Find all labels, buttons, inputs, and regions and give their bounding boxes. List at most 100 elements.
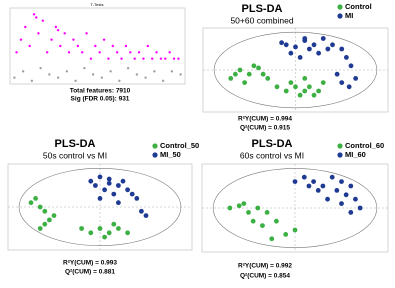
data-point [306, 46, 312, 52]
data-point [306, 84, 312, 90]
data-point [311, 42, 317, 48]
data-point [302, 88, 308, 94]
data-point [125, 187, 130, 193]
data-point [144, 76, 147, 79]
chart-title: PLS-DA [55, 138, 96, 150]
legend-marker [152, 143, 158, 149]
chart-title: PLS-DA [252, 138, 293, 150]
data-point [124, 44, 128, 48]
data-point [297, 55, 303, 60]
data-point [236, 203, 242, 209]
data-point [172, 57, 176, 60]
data-point [133, 57, 136, 60]
data-point [94, 44, 97, 48]
data-point [88, 178, 94, 184]
data-point [37, 204, 43, 210]
data-point [339, 80, 345, 85]
data-point [93, 183, 98, 188]
data-point [118, 79, 121, 83]
data-point [74, 79, 77, 83]
data-point [21, 70, 25, 73]
data-point [56, 76, 60, 79]
chart-title: PLS-DA [242, 3, 283, 15]
data-point [111, 221, 117, 227]
confidence-ellipse [213, 31, 378, 109]
data-point [120, 178, 126, 184]
data-point [316, 88, 322, 94]
data-point [153, 70, 156, 73]
data-point [125, 230, 130, 236]
data-point [102, 234, 107, 240]
data-point [106, 176, 112, 182]
data-point [59, 44, 62, 48]
data-point [306, 183, 312, 189]
data-point [256, 65, 261, 71]
annotation: R²Y(CUM) = 0.994 [238, 116, 292, 123]
data-point [227, 205, 233, 211]
data-point [301, 174, 307, 180]
data-point [142, 57, 145, 60]
annotation: R²Y(CUM) = 0.992 [238, 263, 292, 270]
data-point [28, 200, 34, 206]
data-point [97, 226, 103, 231]
data-point [339, 46, 345, 52]
data-point [179, 73, 182, 76]
data-point [357, 205, 363, 211]
data-point [63, 32, 66, 35]
data-point [242, 80, 248, 85]
confidence-ellipse [18, 168, 182, 247]
data-point [30, 79, 34, 83]
data-point [177, 57, 180, 60]
data-point [348, 63, 354, 69]
data-point [47, 217, 52, 223]
data-point [339, 179, 344, 185]
data-point [109, 70, 112, 73]
data-point [246, 210, 251, 215]
annotation: R²Y(CUM) = 0.993 [63, 260, 117, 267]
data-point [241, 201, 247, 207]
data-point [37, 226, 43, 231]
data-point [106, 180, 112, 186]
data-point [320, 80, 326, 85]
legend-label: MI [345, 11, 353, 20]
data-point [88, 230, 94, 236]
data-point [100, 76, 104, 79]
data-point [170, 70, 174, 73]
data-point [279, 40, 285, 46]
data-point [269, 236, 275, 242]
data-point [67, 51, 71, 54]
data-point [15, 51, 18, 54]
data-point [353, 196, 358, 202]
data-point [37, 32, 40, 35]
data-point [83, 66, 86, 70]
data-point [126, 66, 130, 70]
data-point [283, 232, 289, 237]
data-point [134, 196, 140, 201]
data-point [334, 71, 340, 77]
data-point [250, 218, 256, 224]
data-point [129, 51, 132, 54]
data-point [292, 179, 298, 185]
data-point [168, 51, 171, 54]
data-point [115, 51, 119, 54]
data-point [13, 76, 16, 79]
legend-label: Control_50 [160, 141, 199, 150]
legend-marker [337, 13, 343, 19]
data-point [107, 57, 110, 60]
data-point [315, 188, 321, 193]
data-point [260, 71, 266, 77]
data-point [56, 28, 60, 32]
data-point [97, 174, 103, 180]
data-point [297, 92, 303, 98]
data-point [288, 80, 294, 85]
legend-label: MI_50 [160, 150, 181, 159]
data-point [41, 19, 45, 22]
confidence-ellipse [212, 168, 378, 248]
annotation: Total features: 7910 [70, 88, 131, 95]
data-point [329, 174, 335, 180]
data-point [120, 57, 123, 60]
data-point [65, 70, 69, 73]
data-point [246, 71, 252, 77]
data-point [33, 196, 38, 201]
data-point [339, 201, 344, 207]
